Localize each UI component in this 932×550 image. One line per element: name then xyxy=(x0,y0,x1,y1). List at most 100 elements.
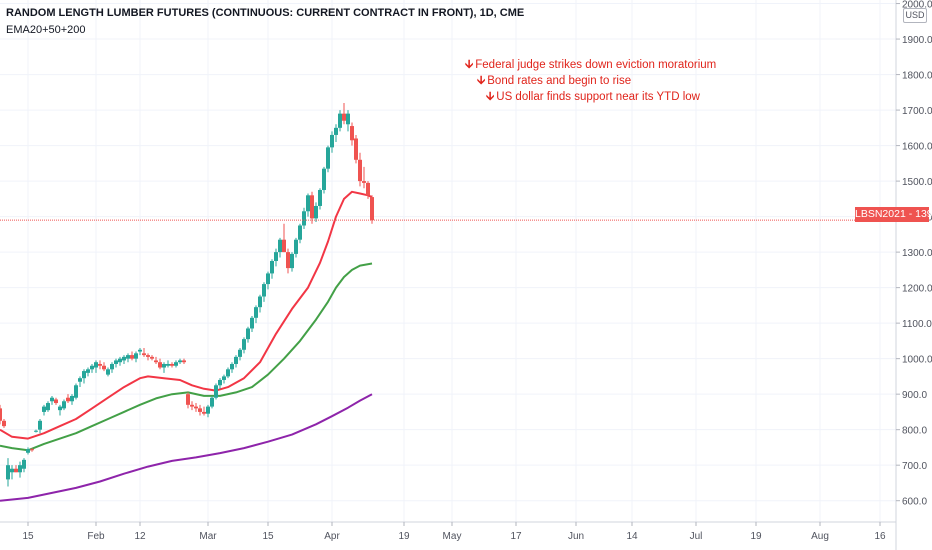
candle-body xyxy=(70,395,74,402)
x-tick-label: Mar xyxy=(199,531,217,542)
candle-body xyxy=(290,253,294,269)
y-tick-label: 1500.0 xyxy=(902,177,932,188)
candle xyxy=(278,237,282,258)
candle-body xyxy=(22,459,26,469)
candle xyxy=(214,383,218,400)
candle-body xyxy=(266,273,270,285)
candle-body xyxy=(294,239,298,254)
candle-body xyxy=(306,195,310,212)
candle xyxy=(14,465,18,473)
candle xyxy=(102,362,106,372)
candle-body xyxy=(150,356,154,359)
candle-body xyxy=(218,379,222,386)
candle-body xyxy=(14,468,18,473)
candle xyxy=(198,404,202,416)
x-tick-label: May xyxy=(443,531,462,542)
x-tick-label: Apr xyxy=(324,531,340,542)
candle-body xyxy=(250,317,254,329)
candle xyxy=(366,181,370,199)
candle xyxy=(338,110,342,132)
candle-body xyxy=(286,252,290,269)
candle-body xyxy=(334,127,338,135)
candle-body xyxy=(166,363,170,366)
candle xyxy=(0,404,2,425)
candle xyxy=(46,401,50,412)
candle-body xyxy=(86,369,90,373)
candle xyxy=(250,316,254,333)
candle xyxy=(246,326,250,343)
candle xyxy=(62,399,66,411)
candle-body xyxy=(246,328,250,340)
candle-body xyxy=(262,284,266,297)
candle-body xyxy=(254,307,258,318)
candle xyxy=(370,195,374,224)
candle xyxy=(106,367,110,377)
candle-body xyxy=(50,397,54,402)
x-tick-label: 19 xyxy=(398,531,410,542)
candle-body xyxy=(34,430,38,432)
annotation-text: US dollar finds support near its YTD low xyxy=(496,91,700,103)
candle xyxy=(186,392,190,409)
candle xyxy=(262,282,266,302)
candle-body xyxy=(42,406,46,412)
currency-label[interactable]: USD xyxy=(903,8,927,23)
candle xyxy=(70,394,74,405)
candle-body xyxy=(102,365,106,370)
candle-body xyxy=(338,113,342,128)
candle xyxy=(282,223,286,253)
candle-body xyxy=(302,211,306,226)
candle xyxy=(66,394,70,404)
annotation-eviction: 🡫 Federal judge strikes down eviction mor… xyxy=(465,57,716,76)
candle-body xyxy=(238,349,242,357)
x-tick-label: 14 xyxy=(626,531,638,542)
candle-body xyxy=(94,362,98,368)
candle-body xyxy=(106,369,110,375)
y-tick-label: 600.0 xyxy=(902,497,927,508)
candle xyxy=(42,404,46,416)
candlesticks xyxy=(0,102,374,487)
series-line-ema20 xyxy=(0,190,373,440)
candle-body xyxy=(2,420,6,427)
chart-title: RANDOM LENGTH LUMBER FUTURES (CONTINUOUS… xyxy=(6,7,525,19)
candle xyxy=(342,102,346,125)
candle-body xyxy=(18,465,22,473)
candle-body xyxy=(358,159,362,182)
candle xyxy=(10,465,14,480)
candle xyxy=(118,356,122,366)
candle xyxy=(86,367,90,377)
candle-body xyxy=(174,362,178,366)
x-tick-label: Jun xyxy=(568,531,584,542)
candle xyxy=(122,355,126,364)
candle xyxy=(234,355,238,368)
candle-body xyxy=(26,449,30,453)
candle xyxy=(162,362,166,373)
candle-body xyxy=(30,449,34,451)
annotation-bond-rates: 🡫 Bond rates and begin to rise xyxy=(477,73,631,92)
candle xyxy=(30,448,34,452)
candle xyxy=(218,378,222,389)
candle xyxy=(314,202,318,222)
candle xyxy=(298,223,302,244)
candle-body xyxy=(162,363,166,368)
candle xyxy=(54,397,58,405)
candle xyxy=(178,358,182,364)
candle xyxy=(38,419,42,434)
candle xyxy=(166,360,170,368)
candle xyxy=(318,188,322,210)
candle-body xyxy=(170,363,174,366)
candle xyxy=(98,360,102,370)
candle xyxy=(142,348,146,357)
y-tick-label: 1800.0 xyxy=(902,71,932,82)
candle xyxy=(78,376,82,388)
candle-body xyxy=(190,404,194,407)
candle-body xyxy=(78,378,82,382)
y-tick-label: 900.0 xyxy=(902,390,927,401)
candle xyxy=(50,395,54,405)
candle-body xyxy=(242,339,246,350)
candle xyxy=(222,374,226,384)
candle xyxy=(170,362,174,368)
x-tick-label: 15 xyxy=(22,531,34,542)
candle-body xyxy=(154,360,158,363)
